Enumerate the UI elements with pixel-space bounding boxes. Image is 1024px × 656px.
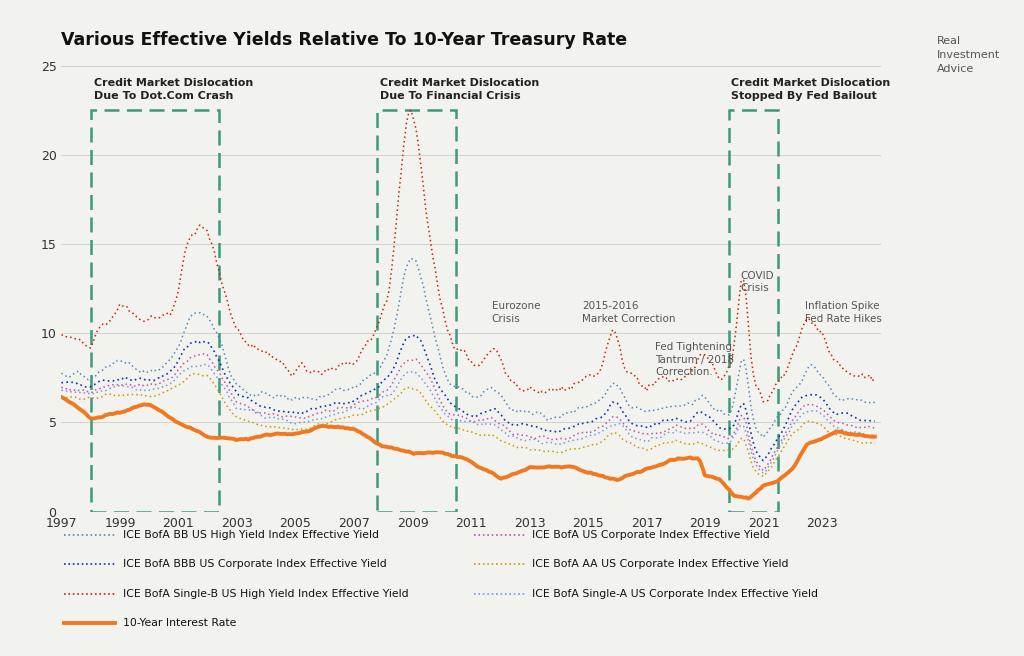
Text: ICE BofA Single-B US High Yield Index Effective Yield: ICE BofA Single-B US High Yield Index Ef… (123, 588, 409, 599)
Text: COVID
Crisis: COVID Crisis (740, 271, 774, 293)
Text: 2015-2016
Market Correction: 2015-2016 Market Correction (583, 301, 676, 323)
Text: Credit Market Dislocation
Due To Dot.Com Crash: Credit Market Dislocation Due To Dot.Com… (93, 78, 253, 101)
Bar (378, 110, 457, 512)
Text: Fed Tightening
Tantrum / 2018
Correction.: Fed Tightening Tantrum / 2018 Correction… (655, 342, 734, 377)
Text: Inflation Spike
Fed Rate Hikes: Inflation Spike Fed Rate Hikes (805, 301, 882, 323)
Text: ICE BofA US Corporate Index Effective Yield: ICE BofA US Corporate Index Effective Yi… (532, 529, 770, 540)
Bar (91, 110, 219, 512)
Text: Credit Market Dislocation
Due To Financial Crisis: Credit Market Dislocation Due To Financi… (380, 78, 540, 101)
Text: 10-Year Interest Rate: 10-Year Interest Rate (123, 618, 237, 628)
Text: Various Effective Yields Relative To 10-Year Treasury Rate: Various Effective Yields Relative To 10-… (61, 31, 628, 49)
Bar (728, 110, 778, 512)
Text: ICE BofA BBB US Corporate Index Effective Yield: ICE BofA BBB US Corporate Index Effectiv… (123, 559, 387, 569)
Text: Real
Investment
Advice: Real Investment Advice (937, 36, 1000, 74)
Text: Credit Market Dislocation
Stopped By Fed Bailout: Credit Market Dislocation Stopped By Fed… (731, 78, 891, 101)
Text: Eurozone
Crisis: Eurozone Crisis (492, 301, 540, 323)
Text: ICE BofA Single-A US Corporate Index Effective Yield: ICE BofA Single-A US Corporate Index Eff… (532, 588, 818, 599)
Text: ICE BofA BB US High Yield Index Effective Yield: ICE BofA BB US High Yield Index Effectiv… (123, 529, 379, 540)
Text: ICE BofA AA US Corporate Index Effective Yield: ICE BofA AA US Corporate Index Effective… (532, 559, 788, 569)
